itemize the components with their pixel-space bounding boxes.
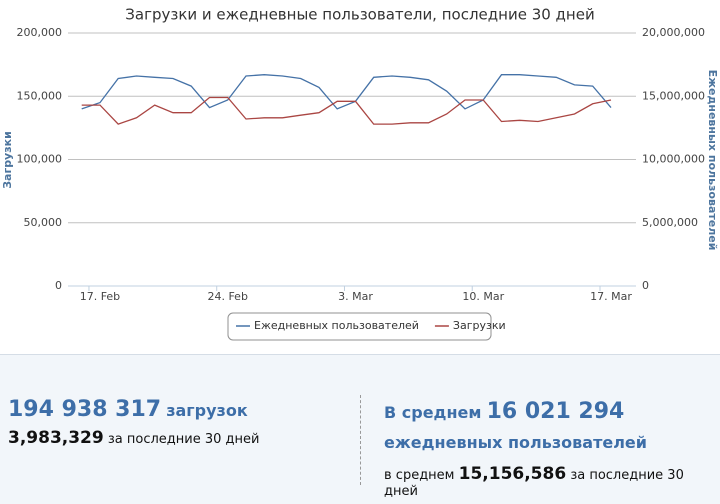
avg-users: 16 021 294 xyxy=(486,399,625,424)
chart: Загрузки и ежедневные пользователи, посл… xyxy=(1,6,719,341)
y2-axis-title: Ежедневных пользователей xyxy=(706,70,719,251)
y2-tick-label: 10,000,000 xyxy=(642,153,705,166)
line-series xyxy=(81,96,612,125)
legend-label: Загрузки xyxy=(453,319,506,332)
y2-tick-label: 0 xyxy=(642,279,649,292)
recent-text: за последние 30 дней xyxy=(107,432,260,447)
users-prefix: В среднем xyxy=(384,403,482,422)
x-tick-label: 3. Mar xyxy=(338,290,373,303)
chart-title: Загрузки и ежедневные пользователи, посл… xyxy=(125,6,594,24)
legend-label: Ежедневных пользователей xyxy=(254,319,419,332)
recent-prefix: в среднем xyxy=(384,468,455,483)
recent-users-text: за последние 30 дней xyxy=(384,468,684,499)
downloads-stat: 194 938 317 загрузок 3,983,329 за послед… xyxy=(8,397,259,448)
total-downloads: 194 938 317 xyxy=(8,397,162,422)
legend-box xyxy=(227,312,492,341)
x-tick-label: 24. Feb xyxy=(207,290,247,303)
stats-panel: 194 938 317 загрузок 3,983,329 за послед… xyxy=(0,354,720,504)
users-unit: ежедневных пользователей xyxy=(384,433,647,452)
y-tick-label: 100,000 xyxy=(17,153,63,166)
divider xyxy=(360,395,361,485)
y-tick-label: 0 xyxy=(55,279,62,292)
x-tick-label: 17. Mar xyxy=(590,290,632,303)
x-tick-label: 17. Feb xyxy=(80,290,120,303)
y2-tick-label: 15,000,000 xyxy=(642,89,705,102)
recent-users: 15,156,586 xyxy=(458,464,567,484)
y-tick-label: 200,000 xyxy=(17,26,63,39)
y-tick-label: 50,000 xyxy=(24,216,63,229)
x-tick-label: 10. Mar xyxy=(462,290,504,303)
y-axis-title: Загрузки xyxy=(1,131,14,189)
line-series xyxy=(81,74,612,110)
users-stat: В среднем 16 021 294 ежедневных пользова… xyxy=(384,397,720,499)
recent-downloads: 3,983,329 xyxy=(8,428,104,448)
y2-tick-label: 20,000,000 xyxy=(642,26,705,39)
y2-tick-label: 5,000,000 xyxy=(642,216,698,229)
y-tick-label: 150,000 xyxy=(17,89,63,102)
downloads-unit: загрузок xyxy=(166,401,248,420)
